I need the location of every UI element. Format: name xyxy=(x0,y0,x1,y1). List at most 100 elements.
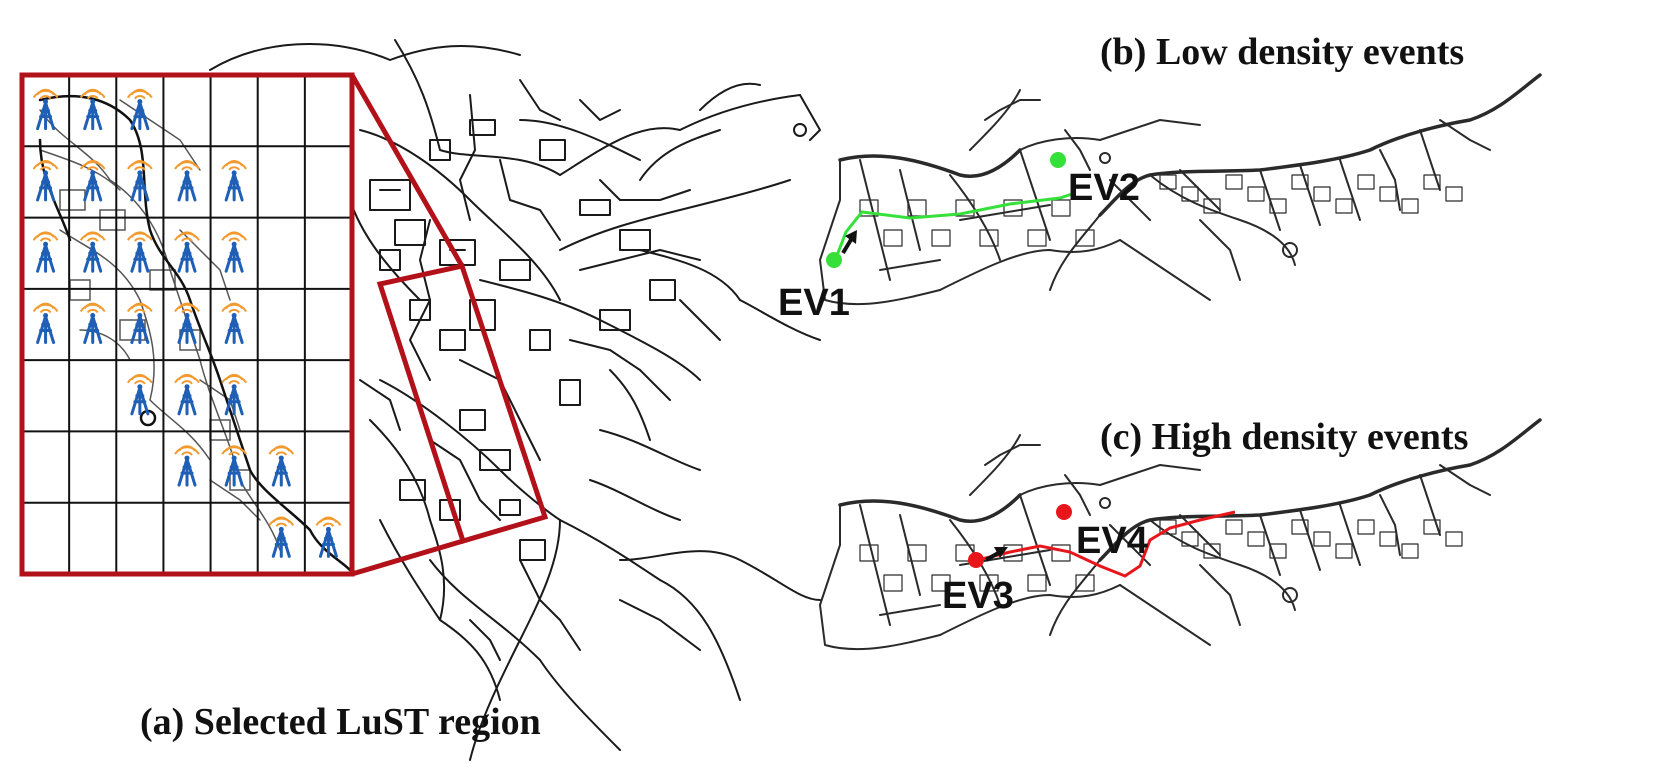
road xyxy=(1119,584,1211,646)
city-block xyxy=(1051,544,1071,562)
road xyxy=(1179,514,1221,556)
road xyxy=(1199,564,1241,626)
city-block xyxy=(859,199,879,217)
city-block xyxy=(1269,543,1287,559)
zoomed-grid-panel xyxy=(19,72,355,577)
rsu-antenna-icon xyxy=(79,88,106,131)
road xyxy=(1299,509,1321,571)
rsu-antennas xyxy=(32,88,342,558)
city-block xyxy=(1203,543,1221,559)
road xyxy=(1064,474,1091,516)
rsu-antenna-icon xyxy=(174,160,200,202)
city-block xyxy=(1291,519,1309,535)
road xyxy=(1339,159,1361,221)
city-block xyxy=(859,544,879,562)
city-block xyxy=(1401,198,1419,214)
arrow-icon xyxy=(841,230,857,255)
city-block xyxy=(1269,198,1287,214)
city-block xyxy=(1291,174,1309,190)
city-block xyxy=(1423,519,1441,535)
city-block xyxy=(979,574,999,592)
ev4-marker xyxy=(1056,504,1072,520)
city-block xyxy=(1379,186,1397,202)
rsu-antenna-icon xyxy=(32,302,59,344)
rsu-antenna-icon xyxy=(32,88,59,131)
road xyxy=(1049,214,1101,291)
rsu-antenna-icon xyxy=(221,160,247,202)
road xyxy=(1149,174,1296,266)
cell-grid xyxy=(22,75,352,574)
high-density-route xyxy=(977,510,1236,578)
city-block xyxy=(1181,531,1199,547)
city-block xyxy=(1225,519,1243,535)
road xyxy=(1419,474,1441,536)
rsu-antenna-icon xyxy=(127,160,153,202)
rsu-antenna-icon xyxy=(127,373,153,416)
city-block xyxy=(1003,199,1023,217)
road xyxy=(959,204,1051,221)
selected-region-frame xyxy=(376,263,549,545)
city-block xyxy=(1423,174,1441,190)
rsu-antenna-icon xyxy=(127,88,153,131)
road xyxy=(1019,494,1051,586)
road xyxy=(1439,464,1491,496)
road xyxy=(984,99,1041,121)
city-block xyxy=(1027,229,1047,247)
road xyxy=(1339,504,1361,566)
rsu-antenna-icon xyxy=(127,231,153,273)
road xyxy=(1379,149,1401,211)
rsu-antenna-icon xyxy=(268,516,295,558)
city-block xyxy=(931,229,951,247)
road xyxy=(1099,119,1201,141)
ev2-label: EV2 xyxy=(1068,167,1140,209)
main-road xyxy=(1098,418,1542,562)
zoom-projection xyxy=(349,73,549,577)
rsu-antenna-icon xyxy=(174,445,200,487)
caption-high-density: (c) High density events xyxy=(1100,416,1469,458)
road xyxy=(949,174,1001,261)
road xyxy=(1109,179,1151,221)
ev3-label: EV3 xyxy=(942,575,1014,617)
road xyxy=(859,504,891,626)
rsu-antenna-icon xyxy=(221,231,247,273)
rsu-antenna-icon xyxy=(268,445,295,487)
city-block xyxy=(1445,186,1463,202)
road xyxy=(1099,74,1541,216)
road xyxy=(879,604,941,616)
rsu-antenna-icon xyxy=(221,302,247,344)
low-density-route xyxy=(834,192,1073,259)
road xyxy=(984,444,1041,466)
arrow-icon xyxy=(985,547,1008,562)
city-block xyxy=(907,544,927,562)
road xyxy=(1064,129,1091,171)
rsu-antenna-icon xyxy=(221,445,247,487)
main-road xyxy=(838,493,1022,523)
road xyxy=(1299,164,1321,226)
city-block xyxy=(1357,174,1375,190)
road xyxy=(859,159,891,281)
road xyxy=(899,169,921,251)
main-road xyxy=(1098,73,1542,217)
rsu-antenna-icon xyxy=(174,231,200,273)
road xyxy=(899,514,921,596)
city-block xyxy=(1075,229,1095,247)
city-block xyxy=(1379,531,1397,547)
rsu-antenna-icon xyxy=(32,160,59,202)
city-block xyxy=(1159,174,1177,190)
low-density-map: EV1 EV2 xyxy=(778,73,1542,324)
city-block xyxy=(1313,186,1331,202)
road xyxy=(1199,219,1241,281)
road xyxy=(1099,464,1201,486)
city-road-map xyxy=(209,39,821,761)
ev2-marker xyxy=(1050,152,1066,168)
roundabout xyxy=(1099,497,1111,509)
rsu-antenna-icon xyxy=(221,373,247,416)
city-block xyxy=(1027,574,1047,592)
city-block xyxy=(1181,186,1199,202)
road xyxy=(969,89,1021,151)
city-block xyxy=(1203,198,1221,214)
road xyxy=(939,584,1121,636)
road xyxy=(879,259,941,271)
rsu-antenna-icon xyxy=(79,302,106,344)
